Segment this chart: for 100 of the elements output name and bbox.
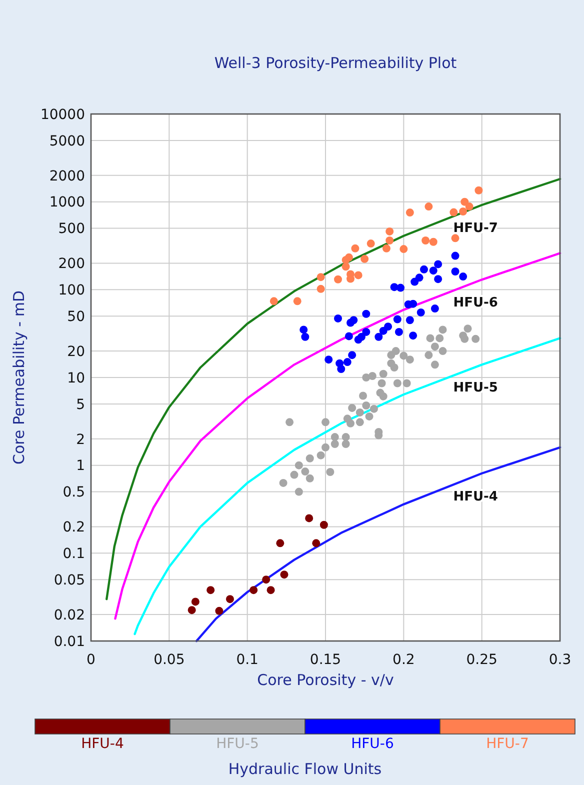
annotation: HFU-7 [453,221,498,236]
point [344,332,353,340]
x-tick-label: 0.3 [548,652,572,668]
point [357,332,366,341]
x-axis-title: Core Porosity - v/v [257,671,394,689]
point [460,334,469,343]
point [430,360,439,369]
point [337,364,346,373]
point [378,379,386,388]
point [334,314,342,322]
point [429,238,438,246]
point [320,520,328,529]
point [460,198,469,206]
point [379,392,388,400]
point [409,300,418,308]
x-tick-label: 0 [86,652,96,668]
point [393,315,402,324]
point [342,433,350,442]
y-tick-label: 100 [58,282,85,299]
point [280,570,288,579]
point [424,351,433,360]
point [305,514,314,522]
y-tick-label: 10000 [40,106,85,123]
line-series [114,252,562,620]
x-tick-label: 0.05 [154,652,185,668]
y-tick-label: 0.1 [62,546,85,562]
point [301,468,310,476]
point [266,586,275,594]
point [262,576,270,584]
y-tick-label: 0.2 [62,520,85,536]
y-tick-label: 500 [58,221,85,238]
point [276,539,284,548]
point [400,352,408,360]
y-tick-label: 2000 [49,168,85,184]
point [451,268,460,276]
point [366,240,375,248]
x-tick-label: 0.1 [236,652,258,668]
point [215,606,224,615]
point [379,370,388,378]
point [206,586,215,594]
text: HFU-4 [81,736,124,752]
point [334,275,342,284]
point [384,322,392,331]
point [301,332,310,341]
point [290,470,298,479]
point [306,474,314,482]
point [294,488,303,496]
point [406,356,414,364]
y-tick-label: 50 [67,309,85,326]
point [330,433,339,442]
point [356,408,364,416]
point [368,372,376,380]
x-tick-label: 0.2 [392,652,415,668]
point [438,326,447,334]
point [348,351,356,360]
point [409,332,418,340]
point [346,419,355,428]
point [406,316,414,324]
point [450,208,458,216]
point [354,271,362,280]
x-tick-label: 0.15 [310,652,342,668]
y-tick-label: 2 [76,432,85,448]
point [424,202,433,211]
y-tick-label: 10 [67,370,85,386]
line-series [106,178,562,600]
point [402,379,411,388]
point [465,202,474,211]
point [374,332,383,341]
point [430,304,439,313]
point [386,236,394,244]
point [362,402,370,410]
point [359,392,368,400]
point [188,606,196,614]
point [351,244,360,252]
point [392,347,400,356]
point [362,328,370,336]
point [350,316,358,324]
y-tick-label: 5000 [49,133,85,150]
point [382,244,390,252]
point [312,539,320,548]
point [422,236,430,244]
point [464,324,472,333]
point [451,252,460,260]
point [429,266,438,275]
point [342,262,350,271]
point [370,404,378,413]
y-tick-label: 5 [76,396,85,413]
point [438,347,447,356]
point [459,208,468,216]
point [390,363,398,372]
point [393,379,402,388]
point [316,284,325,293]
point [360,254,369,263]
annotation: HFU-5 [453,380,498,396]
y-tick-label: 20 [67,344,85,360]
point [356,418,364,426]
point [322,443,330,452]
point [316,451,325,460]
point [293,297,302,306]
point [434,275,442,284]
